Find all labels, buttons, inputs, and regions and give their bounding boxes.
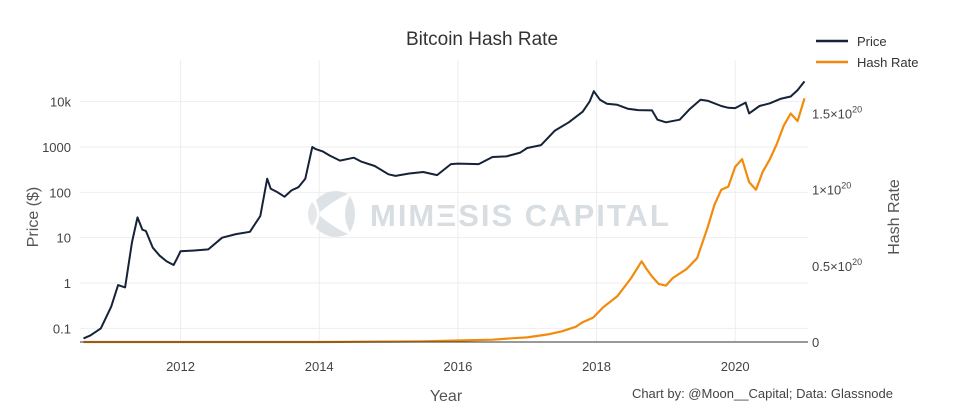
series-line-hash-rate bbox=[83, 97, 806, 344]
legend-label-price: Price bbox=[857, 34, 887, 49]
y-axis-title: Price ($) bbox=[25, 187, 42, 247]
y-tick-label: 10 bbox=[57, 231, 71, 246]
y-tick-label: 1000 bbox=[42, 140, 71, 155]
axes: 2012 2014 2016 2018 20200.1110100100010k00.5… bbox=[42, 95, 862, 374]
y2-tick-label: 1×1020 bbox=[812, 181, 851, 198]
legend-item-hash-rate[interactable]: Hash Rate bbox=[816, 55, 918, 70]
legend-label-hash-rate: Hash Rate bbox=[857, 55, 918, 70]
y2-tick-base: 1.5×10 bbox=[812, 107, 852, 122]
y2-tick-label: 0.5×1020 bbox=[812, 257, 862, 274]
watermark-text: MIMΞSIS CAPITAL bbox=[370, 198, 671, 233]
x-tick-label: 2018 bbox=[582, 359, 611, 374]
grid bbox=[80, 60, 808, 342]
series-layer bbox=[83, 80, 806, 344]
y2-axis-title: Hash Rate bbox=[886, 179, 903, 255]
y-tick-label: 1 bbox=[64, 276, 71, 291]
x-axis-title: Year bbox=[430, 388, 463, 405]
x-tick-label: 2020 bbox=[721, 359, 750, 374]
y-tick-label: 0.1 bbox=[53, 321, 71, 336]
y2-tick-base: 1×10 bbox=[812, 183, 841, 198]
legend-item-price[interactable]: Price bbox=[816, 34, 887, 49]
x-tick-label: 2016 bbox=[443, 359, 472, 374]
chart-credit: Chart by: @Moon__Capital; Data: Glassnod… bbox=[632, 386, 893, 401]
x-tick-label: 2014 bbox=[305, 359, 334, 374]
watermark: MIMΞSIS CAPITAL bbox=[308, 191, 671, 237]
y2-tick-base: 0.5×10 bbox=[812, 259, 852, 274]
y2-tick-label: 0 bbox=[812, 335, 819, 350]
watermark-logo-icon bbox=[308, 191, 355, 237]
x-tick-label: 2012 bbox=[166, 359, 195, 374]
y2-tick-base: 0 bbox=[812, 335, 819, 350]
y2-tick-exponent: 20 bbox=[852, 257, 862, 267]
y2-tick-exponent: 20 bbox=[852, 105, 862, 115]
y-tick-label: 100 bbox=[49, 185, 71, 200]
y2-tick-label: 1.5×1020 bbox=[812, 105, 862, 122]
y2-tick-exponent: 20 bbox=[841, 181, 851, 191]
series-line-price bbox=[83, 80, 806, 340]
chart-title: Bitcoin Hash Rate bbox=[406, 29, 558, 50]
y-tick-label: 10k bbox=[50, 95, 71, 110]
legend: Price Hash Rate bbox=[816, 34, 918, 70]
